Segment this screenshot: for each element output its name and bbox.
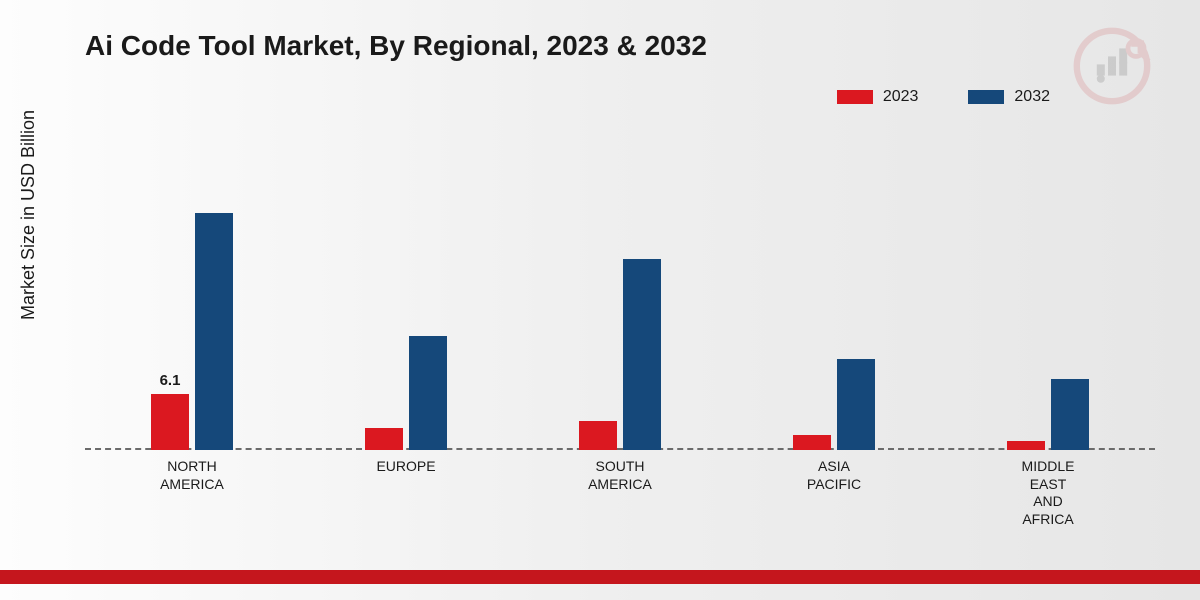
bar-data-label: 6.1 — [160, 372, 181, 389]
bar-y2032 — [837, 359, 875, 450]
bar-group — [727, 140, 941, 450]
bar-group — [513, 140, 727, 450]
bar-y2032 — [409, 336, 447, 450]
x-axis-category-label: EUROPE — [299, 458, 513, 476]
legend-item-2023: 2023 — [837, 88, 919, 106]
x-axis-category-label: MIDDLE EAST AND AFRICA — [941, 458, 1155, 528]
y-axis-label: Market Size in USD Billion — [18, 110, 39, 320]
bar-group: 6.1 — [85, 140, 299, 450]
chart-title: Ai Code Tool Market, By Regional, 2023 &… — [85, 30, 707, 62]
legend-label-2023: 2023 — [883, 88, 919, 106]
bar-y2023: 6.1 — [151, 394, 189, 450]
x-axis-category-label: SOUTH AMERICA — [513, 458, 727, 493]
bar-y2023 — [793, 435, 831, 450]
chart-legend: 2023 2032 — [837, 88, 1050, 106]
legend-label-2032: 2032 — [1014, 88, 1050, 106]
bar-y2032 — [623, 259, 661, 450]
legend-swatch-2032 — [968, 90, 1004, 104]
x-axis-category-label: ASIA PACIFIC — [727, 458, 941, 493]
bar-y2023 — [579, 421, 617, 450]
chart-plot-area: 6.1 — [85, 140, 1155, 450]
footer-accent-bar — [0, 570, 1200, 584]
x-axis-category-label: NORTH AMERICA — [85, 458, 299, 493]
bar-y2032 — [1051, 379, 1089, 450]
bar-group — [941, 140, 1155, 450]
chart-page: Ai Code Tool Market, By Regional, 2023 &… — [0, 0, 1200, 600]
bar-y2023 — [1007, 441, 1045, 450]
bar-group — [299, 140, 513, 450]
legend-item-2032: 2032 — [968, 88, 1050, 106]
x-axis-labels: NORTH AMERICAEUROPESOUTH AMERICAASIA PAC… — [85, 458, 1155, 538]
bar-y2032 — [195, 213, 233, 450]
bar-y2023 — [365, 428, 403, 450]
watermark-logo — [1072, 26, 1152, 106]
legend-swatch-2023 — [837, 90, 873, 104]
